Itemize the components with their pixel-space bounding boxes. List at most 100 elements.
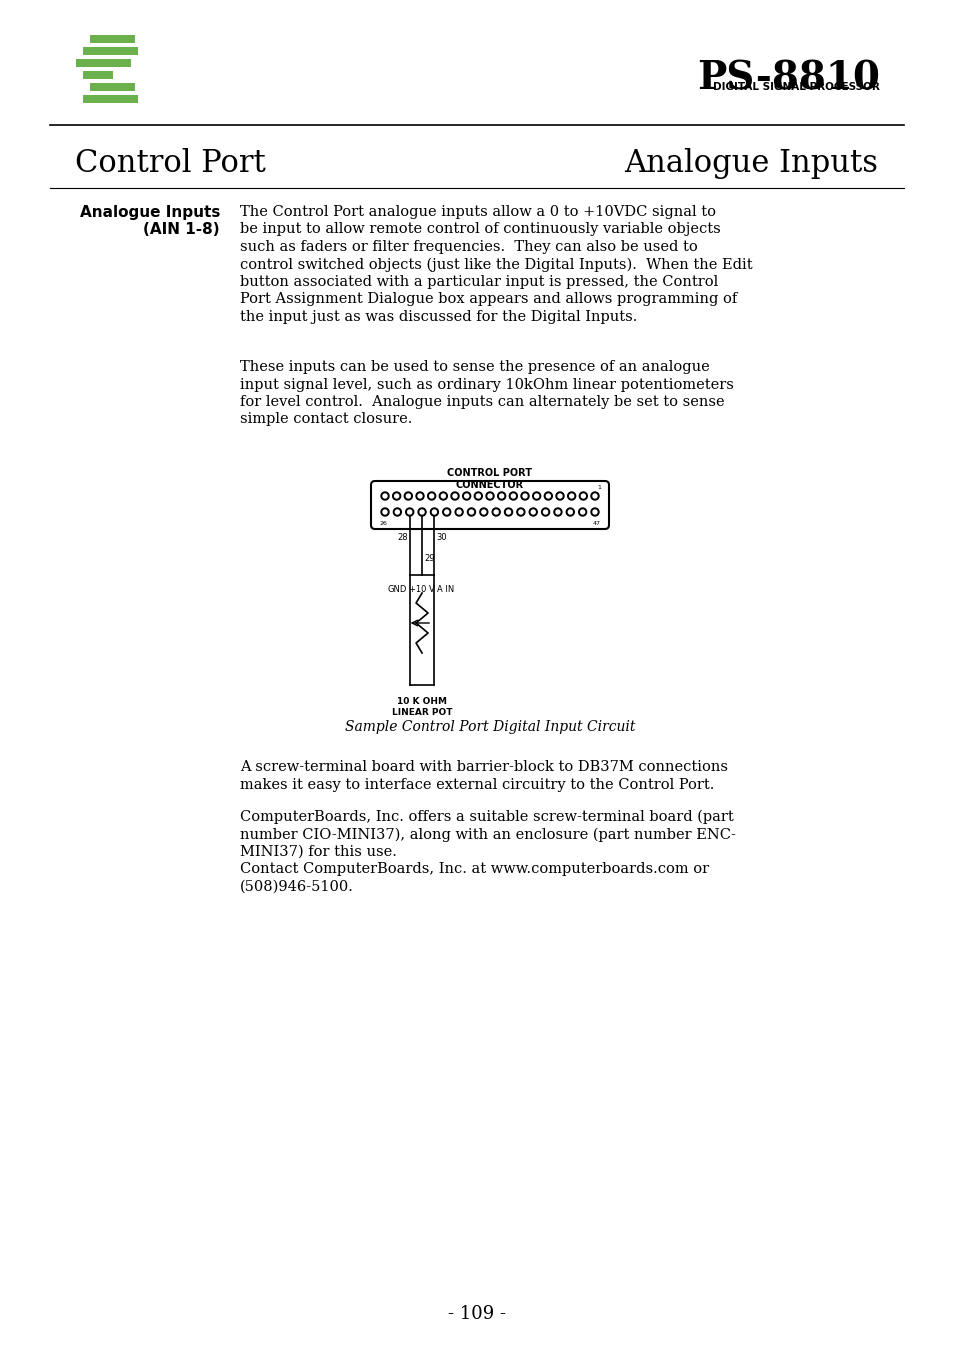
Circle shape — [430, 508, 438, 516]
Text: simple contact closure.: simple contact closure. — [240, 412, 412, 427]
Circle shape — [464, 494, 468, 499]
Text: A screw-terminal board with barrier-block to DB37M connections: A screw-terminal board with barrier-bloc… — [240, 761, 727, 774]
Circle shape — [580, 509, 584, 513]
Circle shape — [590, 508, 598, 516]
Text: A IN: A IN — [437, 585, 455, 594]
Circle shape — [504, 508, 512, 516]
Circle shape — [497, 492, 505, 500]
Circle shape — [453, 494, 456, 499]
Circle shape — [590, 492, 598, 500]
Text: Sample Control Port Digital Input Circuit: Sample Control Port Digital Input Circui… — [344, 720, 635, 734]
Circle shape — [531, 509, 535, 513]
Circle shape — [578, 492, 587, 500]
Circle shape — [467, 508, 475, 516]
Text: The Control Port analogue inputs allow a 0 to +10VDC signal to: The Control Port analogue inputs allow a… — [240, 205, 716, 219]
Circle shape — [432, 509, 436, 513]
Circle shape — [455, 508, 462, 516]
Text: 10 K OHM
LINEAR POT: 10 K OHM LINEAR POT — [392, 697, 452, 717]
Text: number CIO-MINI37), along with an enclosure (part number ENC-: number CIO-MINI37), along with an enclos… — [240, 828, 735, 842]
Circle shape — [404, 492, 412, 500]
Circle shape — [451, 492, 458, 500]
Bar — [83, 72, 112, 78]
Circle shape — [558, 494, 561, 499]
Circle shape — [543, 509, 547, 513]
Circle shape — [544, 492, 552, 500]
Text: PS-8810: PS-8810 — [697, 59, 879, 99]
Circle shape — [578, 508, 586, 516]
Circle shape — [566, 508, 574, 516]
Circle shape — [417, 508, 426, 516]
Text: MINI37) for this use.: MINI37) for this use. — [240, 844, 396, 859]
Circle shape — [395, 494, 398, 499]
Circle shape — [439, 492, 447, 500]
Text: (AIN 1-8): (AIN 1-8) — [143, 222, 220, 236]
Circle shape — [518, 509, 522, 513]
Circle shape — [488, 494, 492, 499]
Circle shape — [442, 508, 450, 516]
Circle shape — [492, 508, 499, 516]
Circle shape — [534, 494, 538, 499]
Circle shape — [479, 508, 487, 516]
Circle shape — [469, 509, 473, 513]
Circle shape — [506, 509, 510, 513]
Circle shape — [529, 508, 537, 516]
Circle shape — [416, 492, 423, 500]
Text: 30: 30 — [436, 534, 447, 542]
Circle shape — [407, 509, 412, 513]
Text: 26: 26 — [379, 521, 388, 526]
Circle shape — [517, 508, 524, 516]
Circle shape — [509, 492, 517, 500]
Text: Analogue Inputs: Analogue Inputs — [79, 205, 220, 220]
Text: +10 V: +10 V — [409, 585, 435, 594]
Circle shape — [474, 492, 482, 500]
Bar — [83, 47, 138, 55]
Circle shape — [405, 508, 414, 516]
Circle shape — [382, 509, 387, 513]
Circle shape — [395, 509, 399, 513]
Circle shape — [554, 508, 561, 516]
Circle shape — [485, 492, 494, 500]
Circle shape — [541, 508, 549, 516]
Bar — [76, 59, 131, 68]
Circle shape — [580, 494, 585, 499]
Circle shape — [419, 509, 424, 513]
Circle shape — [406, 494, 410, 499]
Circle shape — [481, 509, 485, 513]
Circle shape — [522, 494, 526, 499]
Text: DIGITAL SIGNAL PROCESSOR: DIGITAL SIGNAL PROCESSOR — [713, 82, 879, 92]
Text: makes it easy to interface external circuitry to the Control Port.: makes it easy to interface external circ… — [240, 777, 714, 792]
Circle shape — [593, 509, 597, 513]
FancyBboxPatch shape — [371, 481, 608, 530]
Text: Contact ComputerBoards, Inc. at www.computerboards.com or: Contact ComputerBoards, Inc. at www.comp… — [240, 862, 708, 877]
Text: 29: 29 — [424, 554, 435, 563]
Text: Port Assignment Dialogue box appears and allows programming of: Port Assignment Dialogue box appears and… — [240, 293, 737, 307]
Circle shape — [569, 494, 573, 499]
Text: Control Port: Control Port — [75, 149, 266, 178]
Circle shape — [556, 492, 563, 500]
Circle shape — [382, 494, 387, 499]
Text: be input to allow remote control of continuously variable objects: be input to allow remote control of cont… — [240, 223, 720, 236]
Circle shape — [499, 494, 503, 499]
Text: These inputs can be used to sense the presence of an analogue: These inputs can be used to sense the pr… — [240, 359, 709, 374]
Text: CONTROL PORT
CONNECTOR: CONTROL PORT CONNECTOR — [447, 467, 532, 490]
Text: the input just as was discussed for the Digital Inputs.: the input just as was discussed for the … — [240, 309, 637, 324]
Circle shape — [456, 509, 460, 513]
Circle shape — [429, 494, 434, 499]
Circle shape — [380, 492, 389, 500]
Circle shape — [380, 508, 389, 516]
Circle shape — [441, 494, 445, 499]
Text: 47: 47 — [593, 521, 600, 526]
Text: 1: 1 — [597, 485, 600, 490]
Bar — [90, 35, 135, 43]
Text: (508)946-5100.: (508)946-5100. — [240, 880, 354, 894]
Circle shape — [520, 492, 529, 500]
Text: input signal level, such as ordinary 10kOhm linear potentiometers: input signal level, such as ordinary 10k… — [240, 377, 733, 392]
Text: GND: GND — [387, 585, 406, 594]
Circle shape — [567, 492, 575, 500]
Text: for level control.  Analogue inputs can alternately be set to sense: for level control. Analogue inputs can a… — [240, 394, 724, 409]
Bar — [90, 82, 135, 91]
Circle shape — [444, 509, 448, 513]
Circle shape — [546, 494, 550, 499]
Circle shape — [393, 492, 400, 500]
Circle shape — [462, 492, 470, 500]
